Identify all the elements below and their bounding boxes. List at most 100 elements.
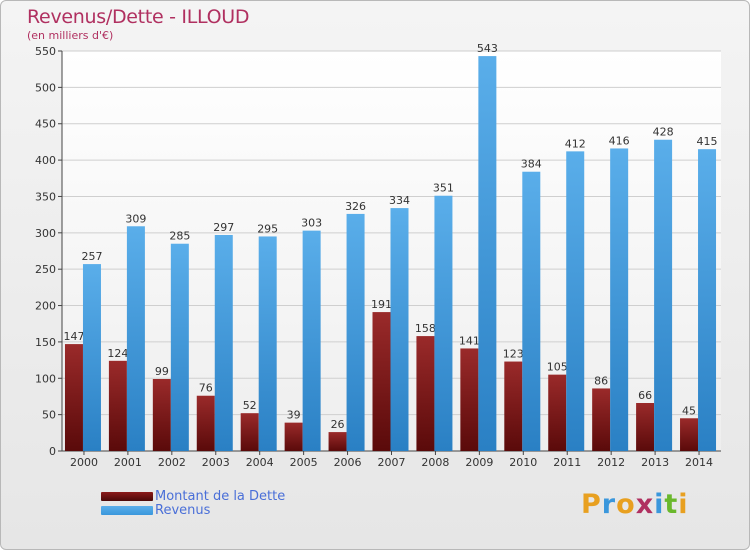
data-label: 86 — [594, 374, 608, 387]
x-tick-label: 2005 — [290, 456, 318, 469]
y-tick-label: 500 — [35, 81, 56, 94]
x-tick-label: 2007 — [378, 456, 406, 469]
x-tick-label: 2002 — [158, 456, 186, 469]
data-label: 334 — [389, 194, 410, 207]
logo-letter: i — [678, 489, 689, 520]
y-tick-label: 300 — [35, 227, 56, 240]
data-label: 147 — [63, 330, 84, 343]
legend-label-revenus: Revenus — [155, 502, 211, 518]
y-tick-label: 350 — [35, 190, 56, 203]
x-tick-label: 2013 — [641, 456, 669, 469]
y-tick-label: 0 — [49, 445, 56, 458]
logo-letter: i — [654, 489, 665, 520]
bar-dette — [592, 388, 611, 451]
bar-dette — [240, 413, 259, 451]
bar-revenus — [698, 149, 717, 451]
data-label: 124 — [107, 347, 128, 360]
y-tick-label: 200 — [35, 300, 56, 313]
data-label: 415 — [697, 135, 718, 148]
data-label: 326 — [345, 200, 366, 213]
data-label: 39 — [287, 409, 301, 422]
logo-letter: P — [581, 489, 602, 520]
bar-dette — [108, 360, 127, 451]
data-label: 297 — [213, 221, 234, 234]
x-tick-label: 2006 — [334, 456, 362, 469]
legend-item-dette: Montant de la Dette — [101, 488, 285, 504]
x-tick-label: 2011 — [553, 456, 581, 469]
data-label: 416 — [609, 134, 630, 147]
bar-revenus — [302, 230, 321, 451]
x-tick-label: 2012 — [597, 456, 625, 469]
x-tick-label: 2009 — [465, 456, 493, 469]
bar-revenus — [610, 148, 629, 452]
x-tick-label: 2000 — [70, 456, 98, 469]
logo-letter: x — [635, 489, 655, 520]
data-label: 66 — [638, 389, 652, 402]
x-tick-label: 2001 — [114, 456, 142, 469]
data-label: 303 — [301, 217, 322, 230]
data-label: 285 — [169, 230, 190, 243]
x-tick-label: 2004 — [246, 456, 274, 469]
x-tick-label: 2008 — [421, 456, 449, 469]
data-label: 52 — [243, 399, 257, 412]
bar-dette — [328, 432, 347, 451]
bar-dette — [284, 422, 303, 451]
bar-dette — [504, 361, 523, 451]
data-label: 257 — [81, 250, 102, 263]
data-label: 158 — [415, 322, 436, 335]
logo-letter: o — [616, 489, 636, 520]
y-tick-label: 50 — [42, 409, 56, 422]
bar-revenus — [478, 56, 497, 451]
bar-dette — [372, 312, 391, 451]
bar-dette — [196, 395, 215, 451]
bar-dette — [64, 344, 83, 451]
data-label: 351 — [433, 182, 454, 195]
data-label: 26 — [331, 418, 345, 431]
bar-revenus — [258, 236, 277, 451]
legend-swatch-dette — [101, 491, 153, 501]
bar-revenus — [126, 226, 145, 451]
chart-title: Revenus/Dette - ILLOUD — [27, 6, 250, 28]
bar-revenus — [214, 235, 233, 451]
data-label: 76 — [199, 382, 213, 395]
y-tick-label: 550 — [35, 45, 56, 58]
bar-dette — [548, 374, 567, 451]
bar-dette — [636, 403, 655, 451]
bar-revenus — [434, 195, 453, 451]
bar-revenus — [346, 213, 365, 451]
bar-revenus — [390, 208, 409, 451]
data-label: 412 — [565, 137, 586, 150]
data-label: 99 — [155, 365, 169, 378]
legend-label-dette: Montant de la Dette — [155, 488, 286, 504]
data-label: 105 — [547, 361, 568, 374]
bar-revenus — [566, 151, 585, 451]
data-label: 45 — [682, 404, 696, 417]
bar-revenus — [170, 243, 189, 451]
x-tick-label: 2003 — [202, 456, 230, 469]
logo-letter: r — [601, 489, 617, 520]
legend-swatch-revenus — [101, 505, 153, 515]
bar-dette — [416, 336, 435, 451]
data-label: 543 — [477, 42, 498, 55]
data-label: 141 — [459, 334, 480, 347]
y-tick-label: 250 — [35, 263, 56, 276]
bar-dette — [460, 348, 479, 451]
data-label: 191 — [371, 298, 392, 311]
y-tick-label: 150 — [35, 336, 56, 349]
logo-letter: t — [664, 489, 679, 520]
y-tick-label: 100 — [35, 372, 56, 385]
chart-subtitle: (en milliers d'€) — [27, 29, 114, 42]
y-tick-label: 400 — [35, 154, 56, 167]
data-label: 123 — [503, 348, 524, 361]
bar-revenus — [82, 264, 101, 451]
proxiti-logo: Proxiti — [581, 489, 689, 520]
data-label: 384 — [521, 158, 542, 171]
bar-dette — [680, 418, 699, 451]
legend-item-revenus: Revenus — [101, 502, 210, 518]
data-label: 309 — [125, 212, 146, 225]
data-label: 428 — [653, 126, 674, 139]
x-tick-label: 2010 — [509, 456, 537, 469]
bar-revenus — [522, 171, 541, 451]
